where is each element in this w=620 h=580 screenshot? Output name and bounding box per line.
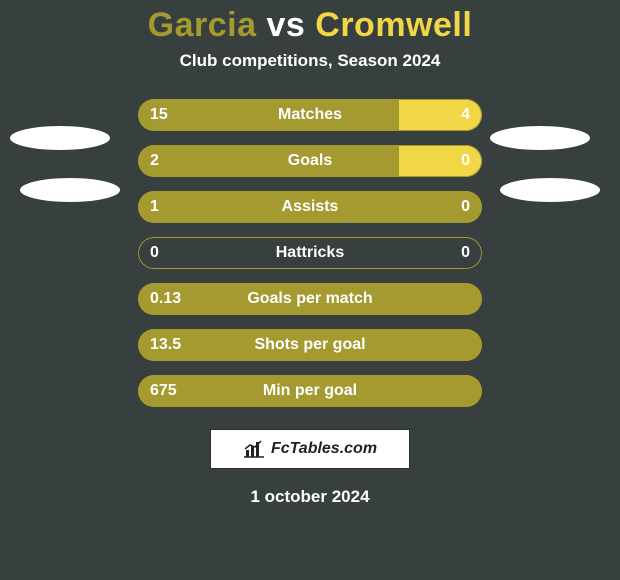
title-vs: vs — [266, 6, 305, 44]
bar-chart-icon — [243, 440, 265, 458]
stat-label: Matches — [138, 99, 482, 131]
footer-brand-text: FcTables.com — [271, 440, 377, 458]
footer-brand-box: FcTables.com — [210, 429, 410, 469]
subtitle: Club competitions, Season 2024 — [0, 51, 620, 71]
title-left-name: Garcia — [148, 6, 257, 44]
stat-label: Shots per goal — [138, 329, 482, 361]
stat-label: Assists — [138, 191, 482, 223]
stat-row: 20Goals — [138, 145, 482, 177]
stat-row: 675Min per goal — [138, 375, 482, 407]
stat-row: 154Matches — [138, 99, 482, 131]
stat-row: 13.5Shots per goal — [138, 329, 482, 361]
stat-label: Min per goal — [138, 375, 482, 407]
decorative-ellipse — [500, 178, 600, 202]
decorative-ellipse — [10, 126, 110, 150]
decorative-ellipse — [20, 178, 120, 202]
decorative-ellipse — [490, 126, 590, 150]
main-container: Garcia vs Cromwell Club competitions, Se… — [0, 0, 620, 580]
title-right-name: Cromwell — [315, 6, 472, 44]
date-text: 1 october 2024 — [0, 487, 620, 507]
stat-row: 00Hattricks — [138, 237, 482, 269]
stat-row: 0.13Goals per match — [138, 283, 482, 315]
page-title: Garcia vs Cromwell — [0, 6, 620, 45]
stat-label: Goals — [138, 145, 482, 177]
stat-row: 10Assists — [138, 191, 482, 223]
stat-label: Hattricks — [138, 237, 482, 269]
stat-label: Goals per match — [138, 283, 482, 315]
